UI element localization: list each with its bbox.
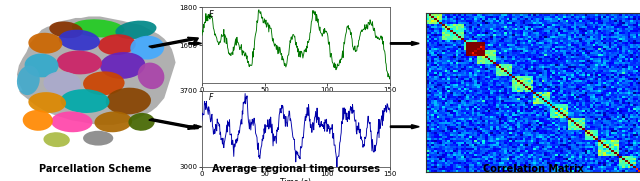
Ellipse shape	[83, 71, 125, 95]
X-axis label: Time (s): Time (s)	[280, 95, 312, 104]
Ellipse shape	[138, 63, 164, 89]
Ellipse shape	[131, 36, 164, 60]
Ellipse shape	[98, 34, 136, 55]
Ellipse shape	[115, 21, 157, 39]
X-axis label: Time (s): Time (s)	[280, 178, 312, 181]
Text: E: E	[209, 10, 214, 18]
Ellipse shape	[59, 30, 100, 51]
Ellipse shape	[106, 88, 151, 114]
Ellipse shape	[57, 50, 102, 74]
Ellipse shape	[60, 89, 109, 113]
Ellipse shape	[51, 111, 93, 132]
Ellipse shape	[129, 113, 155, 131]
Polygon shape	[17, 16, 175, 125]
Ellipse shape	[22, 110, 53, 131]
Ellipse shape	[44, 71, 81, 95]
Text: F: F	[209, 93, 214, 102]
Text: Average regional time courses: Average regional time courses	[212, 164, 380, 174]
Ellipse shape	[28, 33, 62, 54]
Ellipse shape	[28, 92, 66, 113]
Ellipse shape	[24, 54, 58, 77]
Text: Correlation Matrix: Correlation Matrix	[483, 164, 584, 174]
Ellipse shape	[83, 131, 113, 146]
Ellipse shape	[49, 22, 83, 38]
Ellipse shape	[72, 19, 125, 37]
Ellipse shape	[44, 132, 70, 147]
Ellipse shape	[17, 66, 40, 95]
Ellipse shape	[95, 111, 132, 132]
Text: Parcellation Scheme: Parcellation Scheme	[38, 164, 151, 174]
Ellipse shape	[100, 52, 145, 79]
